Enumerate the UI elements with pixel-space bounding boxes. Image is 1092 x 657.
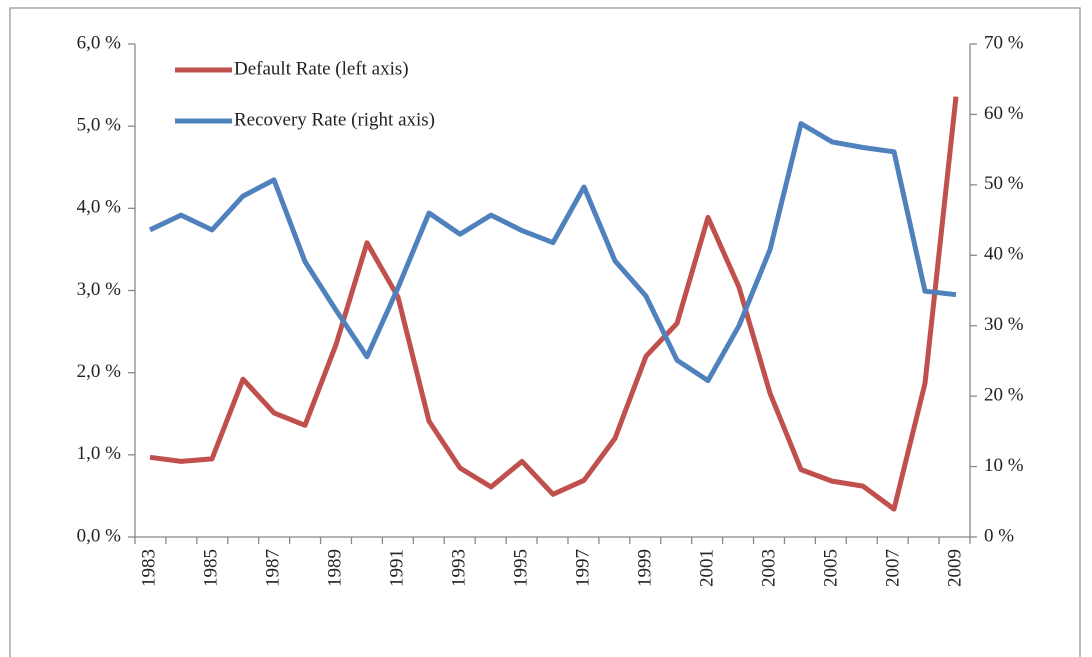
y-tick-label: 4,0 % <box>77 197 122 218</box>
legend-label: Default Rate (left axis) <box>234 58 409 79</box>
y2-tick-label: 60 % <box>984 103 1024 124</box>
y2-tick-label: 0 % <box>984 525 1014 546</box>
y2-tick-label: 50 % <box>984 173 1024 194</box>
y-tick-label: 3,0 % <box>77 279 122 300</box>
y2-tick-label: 30 % <box>984 314 1024 335</box>
x-tick-label: 2001 <box>696 549 717 587</box>
x-tick-label: 1989 <box>324 549 345 587</box>
y-tick-label: 5,0 % <box>77 115 122 136</box>
x-tick-label: 1993 <box>448 549 469 587</box>
y-tick-label: 0,0 % <box>77 525 122 546</box>
y-tick-label: 1,0 % <box>77 443 122 464</box>
y2-tick-label: 20 % <box>984 385 1024 406</box>
x-tick-label: 2005 <box>820 549 841 587</box>
x-tick-label: 1987 <box>262 549 283 587</box>
x-tick-label: 1999 <box>634 549 655 587</box>
y-tick-label: 6,0 % <box>77 32 122 53</box>
x-tick-label: 2007 <box>882 549 903 587</box>
legend-label: Recovery Rate (right axis) <box>234 109 435 130</box>
y-tick-label: 2,0 % <box>77 361 122 382</box>
x-tick-label: 1985 <box>200 549 221 587</box>
y2-tick-label: 40 % <box>984 244 1024 265</box>
series-line <box>148 121 957 384</box>
y2-tick-label: 10 % <box>984 455 1024 476</box>
x-tick-label: 2003 <box>758 549 779 587</box>
x-tick-label: 1991 <box>386 549 407 587</box>
y2-tick-label: 70 % <box>984 32 1024 53</box>
x-tick-label: 1997 <box>572 549 593 587</box>
x-tick-label: 1995 <box>510 549 531 587</box>
frame <box>9 7 1081 657</box>
series-line <box>149 96 959 512</box>
x-tick-label: 1983 <box>138 549 159 587</box>
x-tick-label: 2009 <box>944 549 965 587</box>
